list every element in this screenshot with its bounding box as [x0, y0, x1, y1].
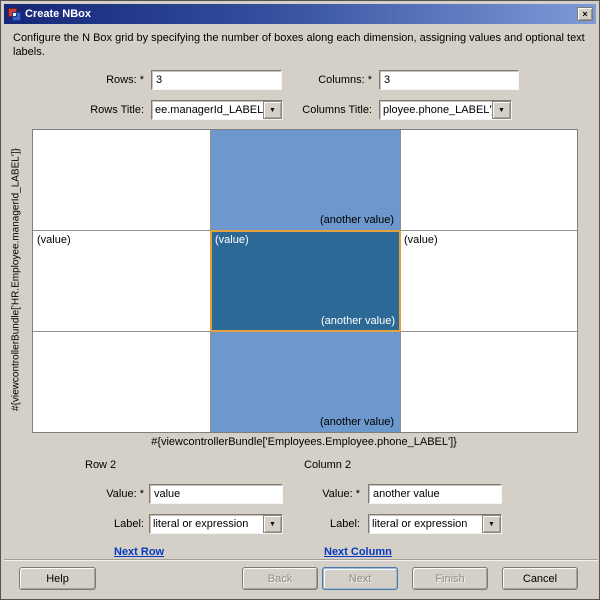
- column-value-label: Value: *: [322, 488, 360, 500]
- row-label-combo[interactable]: literal or expression ▼: [149, 514, 283, 534]
- rows-title-combo[interactable]: ee.managerId_LABEL']} ▼: [151, 100, 283, 120]
- nbox-dialog-icon: [7, 7, 21, 21]
- columns-label: Columns: *: [318, 74, 372, 86]
- row-value-input[interactable]: [149, 484, 283, 504]
- column-section-header: Column 2: [304, 459, 352, 471]
- selected-cell-note: (another value): [321, 315, 395, 327]
- column-label-combo[interactable]: literal or expression ▼: [368, 514, 502, 534]
- next-column-link[interactable]: Next Column: [324, 546, 392, 558]
- close-icon[interactable]: ×: [577, 7, 593, 21]
- columns-title-label: Columns Title:: [302, 104, 372, 116]
- cell-note-top-middle: (another value): [320, 214, 394, 226]
- back-button: Back: [242, 567, 318, 590]
- columns-title-combo[interactable]: ployee.phone_LABEL']} ▼: [379, 100, 512, 120]
- window-title: Create NBox: [25, 8, 92, 20]
- columns-title-value: ployee.phone_LABEL']}: [383, 104, 492, 116]
- help-button[interactable]: Help: [19, 567, 96, 590]
- grid-x-axis-label: #{viewcontrollerBundle['Employees.Employ…: [151, 436, 457, 448]
- row-label-label: Label:: [114, 518, 144, 530]
- cell-note-middle-left: (value): [37, 234, 71, 246]
- selected-cell-value: (value): [215, 234, 249, 246]
- row-section-header: Row 2: [85, 459, 117, 471]
- column-value-input[interactable]: [368, 484, 502, 504]
- finish-button: Finish: [412, 567, 488, 590]
- rows-input[interactable]: [151, 70, 282, 90]
- nbox-preview-grid: (another value) (value) (value) (another…: [32, 129, 578, 433]
- button-divider: [4, 559, 598, 561]
- chevron-down-icon[interactable]: ▼: [263, 515, 282, 533]
- chevron-down-icon[interactable]: ▼: [263, 101, 282, 119]
- cancel-button[interactable]: Cancel: [502, 567, 578, 590]
- titlebar[interactable]: Create NBox ×: [4, 4, 596, 24]
- grid-y-axis-label: #{viewcontrollerBundle['HR.Employee.mana…: [10, 148, 22, 412]
- rows-label: Rows: *: [106, 74, 144, 86]
- rows-title-label: Rows Title:: [90, 104, 144, 116]
- description-text: Configure the N Box grid by specifying t…: [13, 32, 585, 58]
- chevron-down-icon[interactable]: ▼: [492, 101, 511, 119]
- cell-note-middle-right: (value): [404, 234, 438, 246]
- next-button: Next: [322, 567, 398, 590]
- column-label-label: Label:: [330, 518, 360, 530]
- rows-title-value: ee.managerId_LABEL']}: [155, 104, 263, 116]
- columns-input[interactable]: [379, 70, 519, 90]
- chevron-down-icon[interactable]: ▼: [482, 515, 501, 533]
- next-row-link[interactable]: Next Row: [114, 546, 165, 558]
- cell-note-bottom-middle: (another value): [320, 416, 394, 428]
- row-value-label: Value: *: [106, 488, 144, 500]
- row-label-value: literal or expression: [153, 518, 249, 530]
- column-label-value: literal or expression: [372, 518, 468, 530]
- selected-cell[interactable]: (value) (another value): [210, 230, 401, 332]
